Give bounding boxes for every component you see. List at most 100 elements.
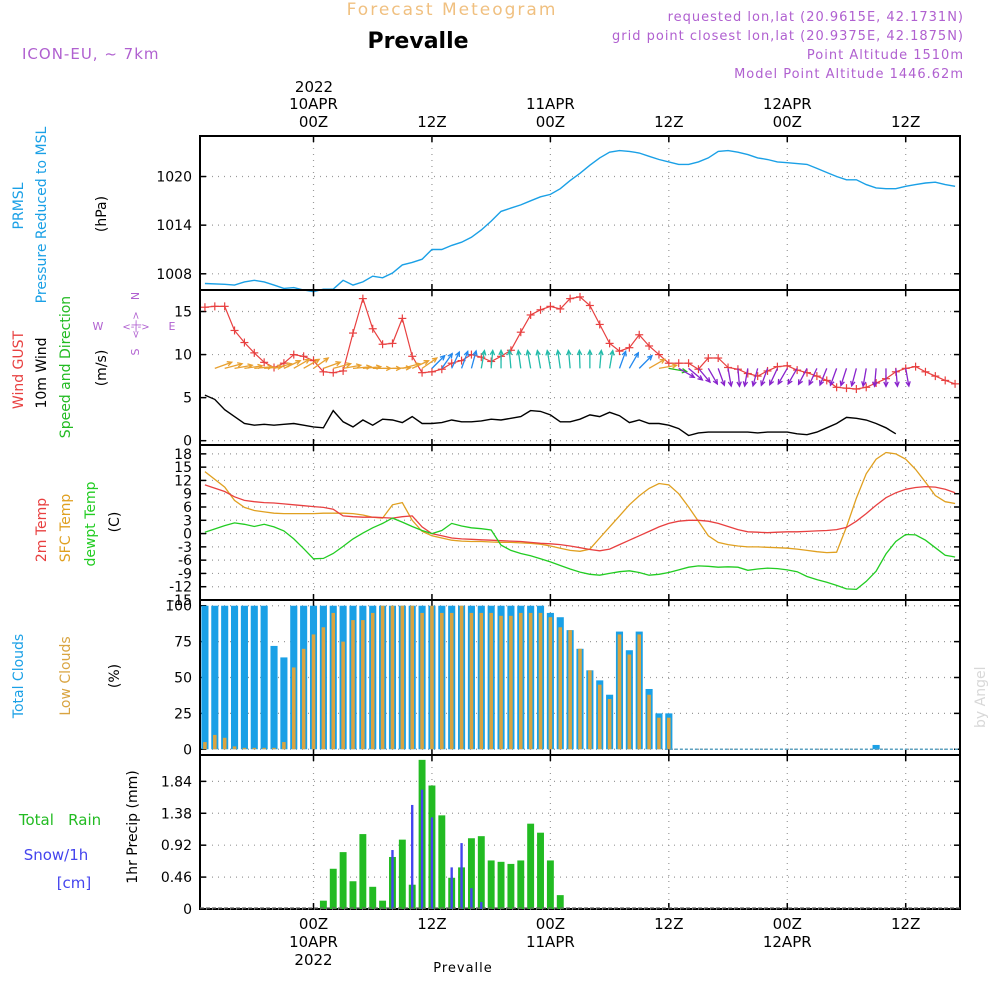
bottom-time-label: 10APR <box>289 933 338 951</box>
total-cloud-bar <box>280 657 288 750</box>
low-cloud-bar <box>538 612 543 750</box>
wind-direction-arrow <box>508 350 512 369</box>
low-cloud-bar <box>242 747 247 750</box>
wind-direction-arrow <box>777 368 788 385</box>
wind-direction-arrowhead <box>681 368 689 374</box>
bottom-time-label: 2022 <box>294 951 332 969</box>
low-cloud-bar <box>321 627 326 750</box>
total-cloud-bar <box>201 605 209 750</box>
wind-direction-arrow <box>797 368 808 385</box>
product-title: Forecast Meteogram <box>347 0 558 20</box>
rain-bar <box>438 815 446 909</box>
y-tick-label: 100 <box>165 599 192 615</box>
wind-direction-arrow <box>578 350 581 369</box>
wind-direction-arrowhead <box>463 350 469 357</box>
snow-bar <box>450 867 453 909</box>
wind-direction-arrow <box>744 368 749 387</box>
y-tick-label: 1008 <box>156 267 192 283</box>
temperature-ylabel: 2m Temp SFC Temp dewpt Temp (C) <box>34 481 123 566</box>
wind-direction-arrow <box>402 363 420 369</box>
wind-direction-arrowhead <box>751 380 757 388</box>
wind-direction-arrowhead <box>736 381 742 388</box>
wind-direction-arrow <box>608 350 614 369</box>
y-tick-label: -6 <box>178 553 192 569</box>
rain-bar <box>537 832 544 909</box>
low-cloud-bar <box>272 747 276 750</box>
wind-direction-arrow <box>480 350 486 369</box>
low-cloud-bar <box>361 620 365 750</box>
point-altitude: Point Altitude 1510m <box>807 48 964 63</box>
wind-direction-arrow <box>536 350 542 369</box>
compass-east: E <box>169 320 176 333</box>
y-tick-label: -12 <box>169 580 192 596</box>
compass-north: N <box>129 292 142 300</box>
footer-location: Prevalle <box>433 961 493 976</box>
rain-bar <box>319 900 327 909</box>
wind-direction-arrow <box>254 366 273 370</box>
wind-direction-arrowhead <box>671 363 679 369</box>
rain-bar <box>467 838 475 909</box>
total-cloud-bar <box>230 605 239 750</box>
rain-bar <box>546 860 554 909</box>
wind-direction-arrow <box>451 351 460 369</box>
y-tick-label: 15 <box>174 305 192 321</box>
y-tick-label: 3 <box>183 513 192 529</box>
snow-bar <box>411 804 414 909</box>
y-tick-label: -3 <box>178 540 192 556</box>
low-cloud-bar <box>331 612 336 750</box>
wind-direction-arrowhead <box>295 360 302 366</box>
wind-direction-arrow <box>752 368 759 386</box>
bottom-time-label: 00Z <box>773 915 802 933</box>
y-tick-label: 0 <box>183 434 192 450</box>
y-tick-label: 18 <box>174 447 192 463</box>
wind-direction-arrowhead <box>555 349 562 356</box>
wind-direction-arrow <box>567 350 571 369</box>
low-cloud-bar <box>420 612 424 750</box>
wind-direction-arrow <box>851 368 857 386</box>
wind-direction-arrow <box>441 353 453 369</box>
y-tick-label: -15 <box>169 593 192 609</box>
snow-label: Snow/1h <box>24 846 89 864</box>
wind-direction-arrowhead <box>587 348 593 356</box>
rain-bar <box>477 836 485 909</box>
y-tick-label: 75 <box>174 635 192 651</box>
wind-direction-arrow <box>313 357 329 369</box>
low-cloud-bar <box>528 612 533 750</box>
rain-bar <box>379 900 387 909</box>
low-cloud-bar <box>213 734 217 750</box>
bottom-time-label: 12APR <box>763 933 812 951</box>
low-cloud-bar <box>449 612 454 750</box>
wind-direction-arrow <box>599 350 602 369</box>
wind-direction-arrowhead <box>455 350 461 358</box>
gust-label: Wind GUST <box>11 330 27 409</box>
sfc-label: SFC Temp <box>58 494 74 563</box>
wind-direction-arrow <box>808 368 818 385</box>
rain-bar <box>517 860 525 909</box>
wind-direction-arrowhead <box>498 348 504 356</box>
low-cloud-bar <box>588 670 592 750</box>
wind-direction-arrow <box>873 368 877 387</box>
wind-direction-arrow <box>411 360 429 369</box>
grid-point: grid point closest lon,lat (20.9375E, 42… <box>612 29 964 44</box>
wind-direction-arrow <box>829 368 838 386</box>
wind-direction-arrowhead <box>545 349 551 356</box>
low-cloud-bar <box>489 612 493 750</box>
low-cloud-bar <box>647 694 651 750</box>
wind-direction-arrowhead <box>905 381 911 388</box>
wind-direction-arrowhead <box>576 348 583 356</box>
low-cloud-bar <box>370 612 375 750</box>
gust-line <box>204 296 956 390</box>
panel-frame <box>199 444 961 601</box>
snow-bar <box>460 843 463 909</box>
low-cloud-bar <box>568 630 572 750</box>
wind-direction-arrow <box>362 366 381 370</box>
rain-bar <box>497 861 505 909</box>
rain-bar <box>339 852 347 909</box>
rain-bar <box>507 863 515 909</box>
y-tick-label: 6 <box>183 500 192 516</box>
snow-bar <box>430 817 434 909</box>
low-cloud-bar <box>597 684 602 750</box>
wind-direction-arrowhead <box>633 351 640 358</box>
wind-direction-arrowhead <box>712 378 719 386</box>
wind-direction-arrowhead <box>423 360 430 366</box>
